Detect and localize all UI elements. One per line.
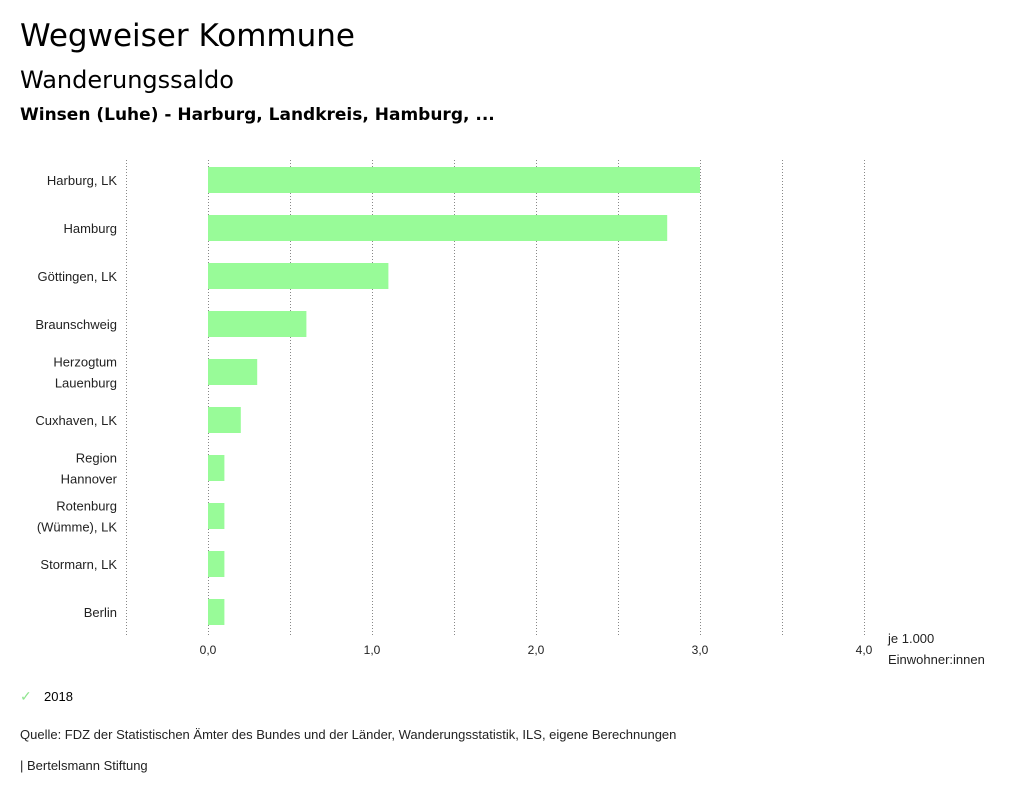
bar[interactable]	[208, 359, 258, 385]
legend[interactable]: ✓ 2018	[20, 688, 73, 705]
category-label: Rotenburg (Wümme), LK	[37, 499, 118, 535]
region-label: Winsen (Luhe) - Harburg, Landkreis, Hamb…	[20, 105, 495, 125]
category-label: Harburg, LK	[47, 173, 117, 188]
bar[interactable]	[208, 407, 241, 433]
bar[interactable]	[208, 455, 225, 481]
page-title: Wegweiser Kommune	[20, 18, 355, 54]
bar-chart: Harburg, LK Hamburg Göttingen, LK Braunschw…	[35, 160, 985, 667]
legend-item-label: 2018	[44, 689, 73, 704]
x-tick-label: 3,0	[692, 643, 709, 657]
category-label: Göttingen, LK	[38, 269, 118, 284]
bar[interactable]	[208, 215, 668, 241]
category-label: Cuxhaven, LK	[35, 413, 117, 428]
publisher-note: | Bertelsmann Stiftung	[20, 758, 148, 773]
bar[interactable]	[208, 551, 225, 577]
bar[interactable]	[208, 311, 307, 337]
category-label: Region Hannover	[61, 451, 118, 487]
x-tick-label: 4,0	[856, 643, 873, 657]
bar[interactable]	[208, 167, 700, 193]
bar[interactable]	[208, 263, 389, 289]
bar[interactable]	[208, 599, 225, 625]
x-axis-unit-label: je 1.000 Einwohner:innen	[887, 631, 985, 667]
x-tick-label: 2,0	[528, 643, 545, 657]
check-icon[interactable]: ✓	[20, 688, 32, 704]
x-tick-label: 0,0	[200, 643, 217, 657]
bar[interactable]	[208, 503, 225, 529]
category-label: Hamburg	[64, 221, 117, 236]
category-label: Stormarn, LK	[40, 557, 117, 572]
x-tick-label: 1,0	[364, 643, 381, 657]
source-note: Quelle: FDZ der Statistischen Ämter des …	[20, 727, 677, 742]
category-label: Berlin	[84, 605, 117, 620]
category-label: Braunschweig	[35, 317, 117, 332]
chart-subtitle: Wanderungssaldo	[20, 66, 234, 94]
category-label: Herzogtum Lauenburg	[53, 355, 117, 391]
